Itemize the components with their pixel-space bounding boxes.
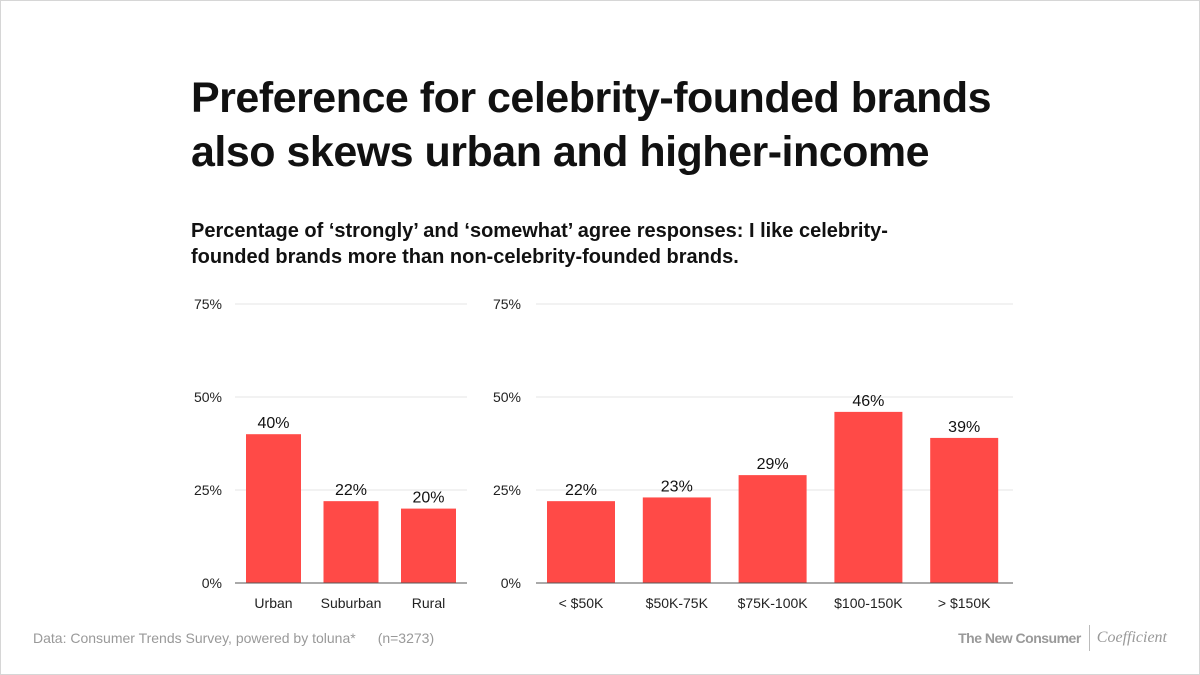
x-tick-label: < $50K bbox=[559, 595, 604, 611]
x-tick-label: Rural bbox=[412, 595, 445, 611]
bar bbox=[738, 475, 807, 583]
y-tick-label: 75% bbox=[493, 296, 521, 312]
bar bbox=[642, 497, 711, 583]
data-label: 39% bbox=[948, 419, 980, 436]
data-label: 22% bbox=[565, 482, 597, 499]
data-label: 40% bbox=[257, 415, 289, 432]
sample-size: (n=3273) bbox=[377, 630, 435, 646]
title-line: also skews urban and higher-income bbox=[191, 128, 930, 176]
bar bbox=[834, 411, 903, 583]
x-tick-label: $100-150K bbox=[834, 595, 903, 611]
bar bbox=[401, 508, 456, 583]
y-tick-label: 0% bbox=[202, 575, 222, 591]
chart-title: Preference for celebrity-founded brands … bbox=[191, 71, 992, 179]
coefficient-logo: Coefficient bbox=[1096, 629, 1167, 646]
x-tick-label: $75K-100K bbox=[738, 595, 809, 611]
bar bbox=[246, 434, 301, 583]
x-tick-label: > $150K bbox=[938, 595, 991, 611]
title-line: Preference for celebrity-founded brands bbox=[191, 74, 992, 122]
data-label: 23% bbox=[661, 478, 693, 495]
data-label: 29% bbox=[757, 456, 789, 473]
x-tick-label: Urban bbox=[254, 595, 292, 611]
chart-subtitle: Percentage of ‘strongly’ and ‘somewhat’ … bbox=[191, 218, 991, 270]
bar bbox=[930, 437, 999, 583]
y-tick-label: 25% bbox=[194, 482, 222, 498]
bar bbox=[547, 501, 615, 583]
subtitle-line: Percentage of ‘strongly’ and ‘somewhat’ … bbox=[191, 220, 888, 242]
y-tick-label: 0% bbox=[501, 575, 521, 591]
data-label: 20% bbox=[412, 490, 444, 507]
y-tick-label: 50% bbox=[493, 389, 521, 405]
source-text: Data: Consumer Trends Survey, powered by… bbox=[33, 630, 356, 646]
subtitle-line: founded brands more than non-celebrity-f… bbox=[191, 246, 739, 268]
the-new-consumer-logo: The New Consumer bbox=[958, 630, 1081, 646]
data-label: 46% bbox=[852, 393, 884, 410]
x-tick-label: $50K-75K bbox=[646, 595, 709, 611]
data-label: 22% bbox=[335, 482, 367, 499]
y-tick-label: 75% bbox=[194, 296, 222, 312]
y-tick-label: 25% bbox=[493, 482, 521, 498]
brand-logos: The New Consumer Coefficient bbox=[958, 625, 1167, 651]
data-source: Data: Consumer Trends Survey, powered by… bbox=[33, 630, 434, 646]
bar bbox=[323, 501, 379, 583]
divider bbox=[1088, 625, 1090, 651]
y-tick-label: 50% bbox=[194, 389, 222, 405]
x-tick-label: Suburban bbox=[321, 595, 382, 611]
